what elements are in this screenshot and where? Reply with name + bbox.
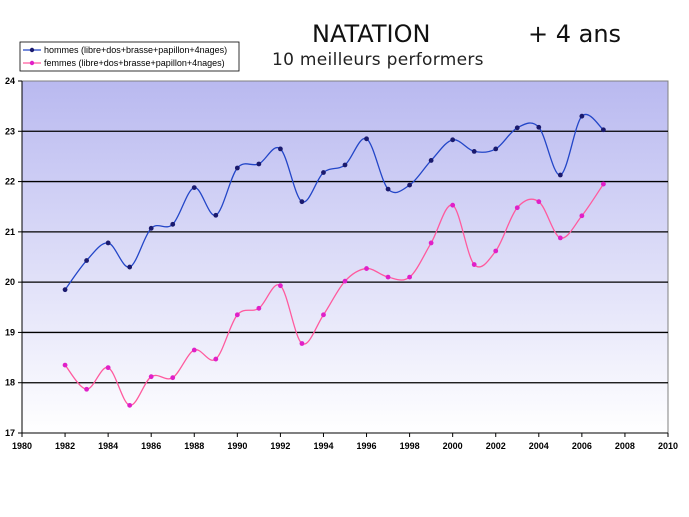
data-point-femmes-1987 [170, 375, 176, 381]
data-point-hommes-2007 [601, 127, 606, 133]
data-point-hommes-1989 [213, 212, 219, 218]
x-tick-label-2010: 2010 [658, 441, 678, 451]
x-tick-label-2008: 2008 [615, 441, 635, 451]
data-point-femmes-1996 [364, 266, 369, 271]
data-point-femmes-1998 [407, 274, 412, 280]
data-point-femmes-1989 [213, 356, 219, 362]
axes [21, 81, 668, 434]
y-tick-label-17: 17 [5, 428, 15, 438]
x-tick-label-1998: 1998 [400, 441, 420, 451]
data-point-hommes-1991 [256, 161, 262, 167]
x-tick-label-2002: 2002 [486, 441, 506, 451]
data-point-hommes-1997 [385, 186, 391, 192]
y-tick-label-21: 21 [5, 227, 15, 237]
data-point-hommes-1990 [234, 165, 240, 171]
y-tick-label-18: 18 [5, 378, 15, 388]
data-point-femmes-1993 [299, 341, 305, 346]
y-tick-label-23: 23 [5, 126, 15, 136]
data-point-femmes-2001 [471, 262, 477, 267]
data-point-femmes-1994 [321, 312, 326, 318]
data-point-hommes-1984 [105, 240, 111, 246]
data-point-hommes-1987 [170, 221, 176, 227]
gridlines [22, 130, 668, 384]
y-tick-label-22: 22 [5, 177, 15, 187]
data-point-hommes-1988 [191, 185, 197, 191]
data-point-femmes-1995 [342, 278, 348, 284]
x-tick-label-1980: 1980 [12, 441, 32, 451]
data-point-femmes-1984 [105, 365, 111, 371]
data-point-hommes-1993 [299, 199, 305, 205]
series-femmes [62, 181, 606, 408]
x-tick-label-2000: 2000 [443, 441, 463, 451]
chart-title: NATATION [312, 20, 431, 48]
data-point-femmes-2000 [450, 202, 456, 208]
data-point-hommes-1992 [278, 146, 283, 152]
x-tick-label-1996: 1996 [357, 441, 377, 451]
data-point-femmes-1985 [127, 402, 133, 408]
data-point-hommes-2000 [450, 137, 456, 143]
legend-box [19, 41, 240, 72]
chart-subtitle-performers: 10 meilleurs performers [272, 50, 484, 70]
data-point-femmes-1983 [84, 386, 89, 392]
data-point-femmes-2007 [601, 181, 606, 187]
data-point-hommes-1995 [342, 162, 348, 168]
series-line-femmes [64, 183, 604, 406]
data-point-femmes-2004 [536, 199, 542, 205]
y-axis-ticks: 17 18 19 20 21 22 23 24 [5, 76, 22, 438]
data-point-hommes-1985 [127, 264, 133, 270]
x-tick-label-1994: 1994 [313, 441, 333, 451]
y-tick-label-20: 20 [5, 277, 15, 287]
data-point-hommes-1998 [407, 182, 412, 188]
x-tick-label-2006: 2006 [572, 441, 592, 451]
data-point-femmes-1991 [256, 305, 262, 311]
data-point-hommes-2003 [514, 125, 520, 131]
data-point-femmes-2002 [493, 248, 499, 254]
data-point-hommes-2006 [579, 113, 585, 119]
data-point-femmes-1992 [278, 283, 283, 289]
data-point-femmes-1986 [148, 374, 154, 380]
data-point-femmes-1988 [191, 347, 197, 353]
chart-subtitle-age: + 4 ans [528, 20, 622, 48]
x-tick-label-1982: 1982 [55, 441, 75, 451]
data-point-hommes-2002 [493, 146, 499, 152]
data-point-hommes-1996 [364, 136, 369, 142]
data-point-femmes-2003 [514, 205, 520, 211]
data-point-femmes-2006 [579, 213, 585, 219]
data-point-femmes-2005 [557, 235, 563, 241]
legend: hommes (libre+dos+brasse+papillon+4nages… [19, 41, 240, 72]
legend-label-hommes: hommes (libre+dos+brasse+papillon+4nages… [44, 45, 227, 55]
data-series [62, 113, 606, 408]
x-tick-label-1988: 1988 [184, 441, 204, 451]
data-point-hommes-1982 [62, 287, 68, 293]
x-tick-label-1986: 1986 [141, 441, 161, 451]
legend-label-femmes: femmes (libre+dos+brasse+papillon+4nages… [44, 58, 225, 68]
data-point-hommes-1983 [84, 258, 89, 263]
x-tick-label-1984: 1984 [98, 441, 118, 451]
x-tick-label-1990: 1990 [227, 441, 247, 451]
x-tick-label-2004: 2004 [529, 441, 549, 451]
data-point-femmes-1990 [234, 312, 240, 318]
data-point-femmes-1997 [385, 274, 391, 280]
legend-marker-hommes [29, 47, 35, 53]
data-point-femmes-1982 [62, 362, 68, 368]
series-hommes [62, 113, 606, 293]
legend-marker-femmes [29, 60, 35, 66]
data-point-hommes-1986 [148, 225, 154, 231]
y-tick-label-19: 19 [5, 327, 15, 337]
y-tick-label-24: 24 [5, 76, 15, 86]
plot-area [21, 80, 669, 434]
x-axis-ticks: 1980 1982 1984 1986 1988 1990 1992 1994 1996 1998… [12, 433, 678, 451]
data-point-hommes-2005 [557, 172, 563, 178]
data-point-femmes-1999 [428, 240, 434, 246]
data-point-hommes-2004 [536, 124, 542, 130]
data-point-hommes-1999 [428, 158, 434, 163]
data-point-hommes-2001 [471, 149, 477, 154]
x-tick-label-1992: 1992 [270, 441, 290, 451]
data-point-hommes-1994 [321, 170, 326, 175]
